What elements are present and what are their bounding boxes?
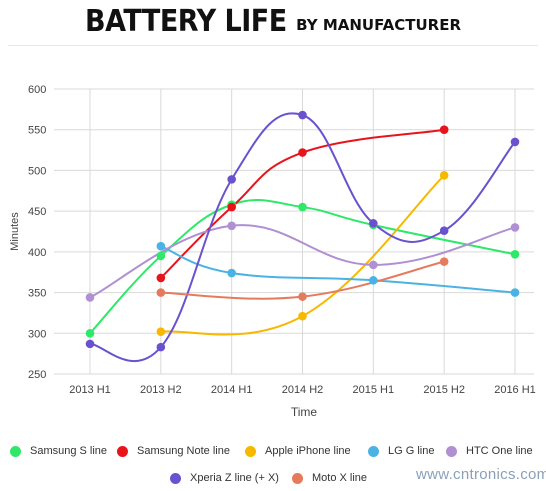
y-axis-title: Minutes	[9, 212, 21, 251]
legend-item: LG G line	[368, 445, 434, 457]
data-point-4	[369, 260, 378, 270]
data-point-5	[85, 339, 95, 349]
chart-title-sub: BY MANUFACTURER	[296, 16, 461, 34]
legend-swatch	[446, 445, 457, 457]
data-point-3	[156, 241, 166, 251]
x-tick-label: 2014 H1	[211, 384, 253, 396]
legend-swatch	[245, 445, 256, 457]
x-tick-label: 2013 H1	[69, 384, 111, 396]
data-point-6	[298, 292, 307, 301]
data-point-4	[85, 293, 95, 302]
line-chart: 250 300 350 400 450 500 550 600 2013 H1 2013 H2 20…	[9, 84, 536, 419]
x-tick-label: 2016 H1	[494, 384, 536, 396]
legend-swatch	[117, 445, 128, 457]
chart-title-main: BATTERY LIFE	[84, 4, 287, 39]
legend-item: Moto X line	[292, 472, 367, 484]
legend-swatch	[170, 472, 181, 484]
data-point-1	[156, 273, 166, 283]
data-point-1	[298, 148, 307, 157]
data-point-6	[156, 288, 166, 297]
data-point-3	[227, 268, 236, 278]
y-tick-label: 300	[28, 328, 46, 340]
data-point-1	[439, 125, 449, 135]
legend-item: Xperia Z line (+ X)	[170, 472, 279, 484]
data-point-5	[510, 137, 520, 147]
legend-swatch	[292, 472, 303, 484]
data-point-3	[510, 288, 520, 297]
legend-item: Samsung S line	[10, 445, 107, 457]
series-line-0	[89, 199, 516, 334]
y-tick-label: 600	[28, 84, 46, 96]
data-point-0	[85, 328, 95, 338]
legend-swatch	[10, 445, 21, 457]
data-point-6	[439, 257, 449, 266]
legend-label: Apple iPhone line	[265, 445, 351, 457]
y-tick-label: 350	[28, 288, 46, 300]
data-point-5	[298, 110, 307, 120]
x-axis-title: Time	[291, 405, 318, 419]
data-point-2	[156, 327, 166, 336]
legend-label: Xperia Z line (+ X)	[190, 472, 279, 484]
legend-swatch	[368, 445, 379, 457]
data-point-0	[510, 250, 520, 259]
legend-item: Samsung Note line	[117, 445, 230, 457]
data-point-0	[298, 202, 307, 212]
y-tick-label: 250	[28, 369, 46, 381]
data-point-5	[439, 226, 449, 235]
title-divider	[8, 45, 538, 46]
x-tick-label: 2015 H2	[423, 384, 465, 396]
data-point-2	[298, 311, 307, 321]
watermark: www.cntronics.com	[416, 466, 546, 483]
data-point-5	[369, 219, 378, 228]
y-tick-label: 500	[28, 165, 46, 177]
series-line-1	[160, 128, 445, 279]
data-point-0	[156, 251, 166, 261]
y-tick-label: 550	[28, 125, 46, 137]
legend-label: Samsung Note line	[137, 445, 230, 457]
data-point-5	[227, 175, 236, 184]
data-point-4	[510, 223, 520, 232]
legend-label: Samsung S line	[30, 445, 108, 457]
y-tick-label: 450	[28, 206, 46, 218]
legend-label: Moto X line	[312, 472, 368, 484]
legend-item: Apple iPhone line	[245, 445, 351, 457]
y-tick-label: 400	[28, 247, 46, 259]
x-tick-label: 2014 H2	[282, 384, 324, 396]
legend-item: HTC One line	[446, 445, 533, 457]
data-point-4	[227, 221, 236, 231]
data-point-2	[439, 171, 449, 180]
series-line-3	[160, 245, 516, 294]
data-point-5	[156, 342, 166, 352]
x-tick-label: 2015 H1	[353, 384, 395, 396]
legend-label: HTC One line	[466, 445, 533, 457]
series-line-4	[89, 224, 516, 299]
legend-label: LG G line	[388, 445, 435, 457]
x-tick-label: 2013 H2	[140, 384, 182, 396]
data-point-1	[227, 202, 236, 212]
chart-title: BATTERY LIFE BY MANUFACTURER	[0, 4, 546, 39]
data-point-3	[369, 276, 378, 285]
